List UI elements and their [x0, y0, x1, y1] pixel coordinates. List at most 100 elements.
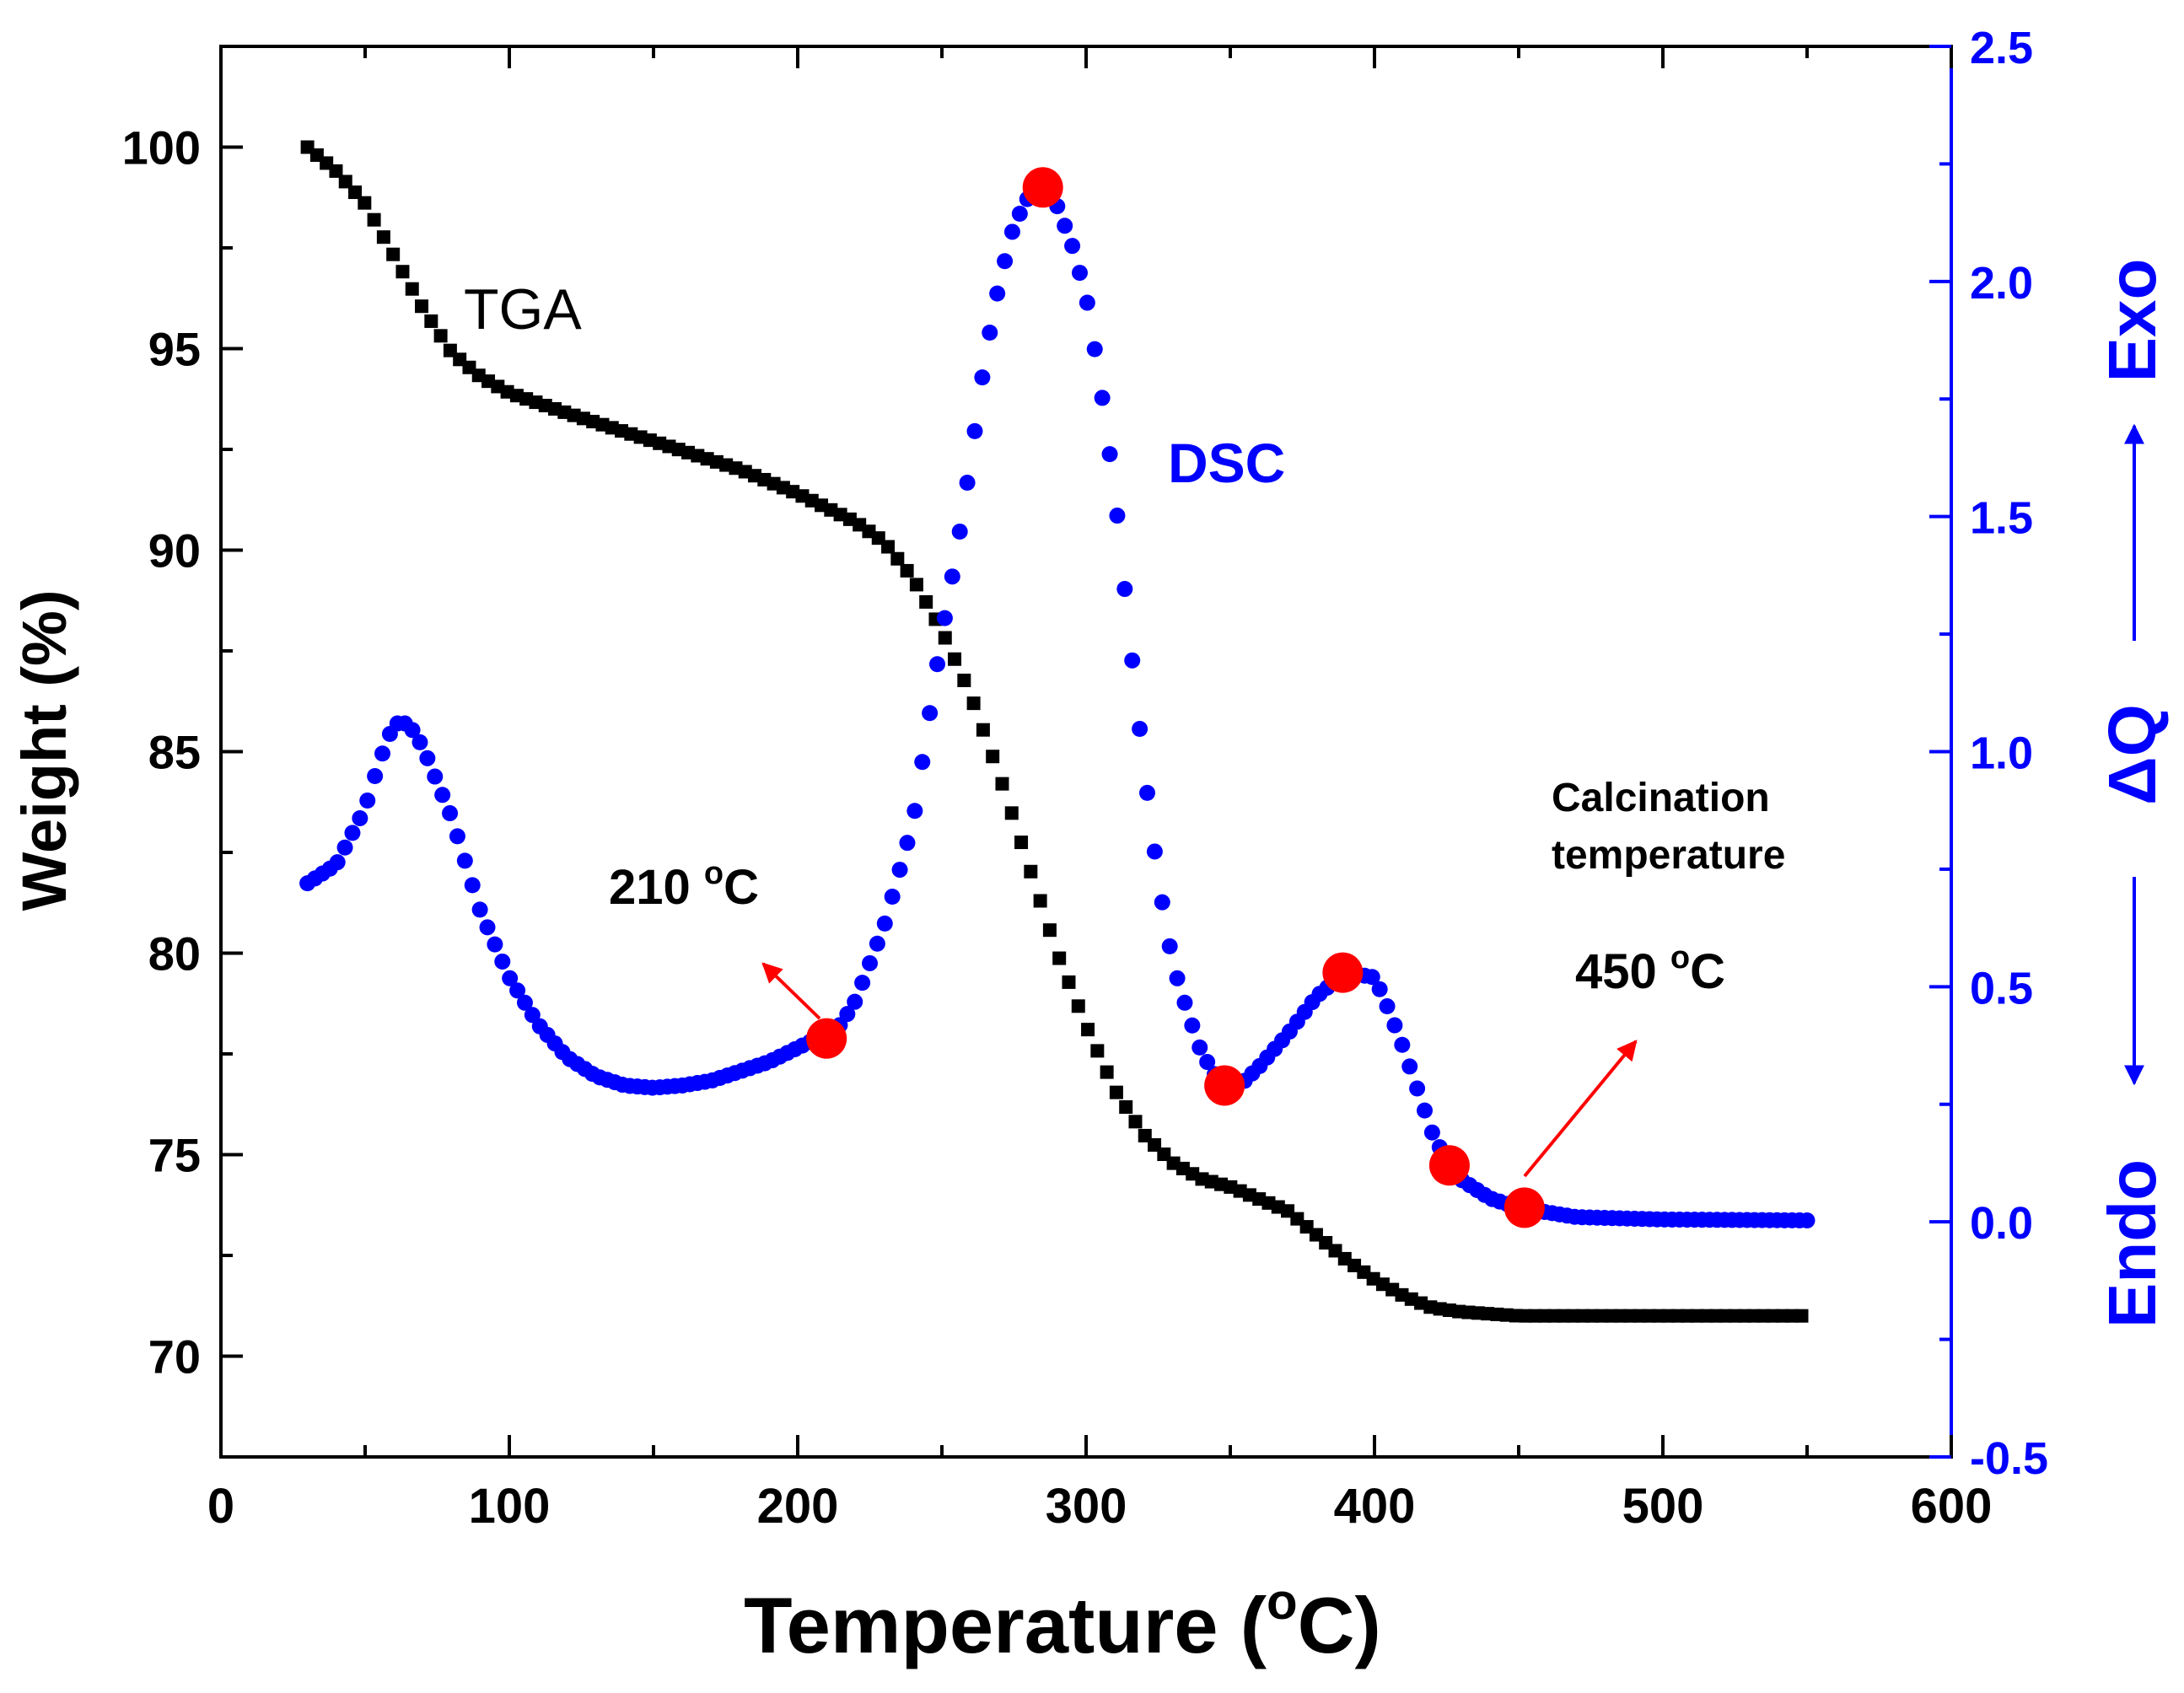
- tga-point: [358, 196, 372, 210]
- y-left-tick-label: 90: [148, 524, 201, 578]
- dsc-point: [427, 768, 444, 785]
- x-axis-label-main: Temperature (: [744, 1581, 1267, 1669]
- x-tick-label: 200: [757, 1479, 839, 1534]
- dsc-point: [997, 253, 1014, 270]
- dsc-point: [839, 1006, 856, 1023]
- highlight-point: [1504, 1187, 1545, 1228]
- tga-point: [1042, 923, 1057, 938]
- y-axis-right-endo: Endo: [2095, 1159, 2170, 1328]
- x-axis-label-degree: o: [1267, 1573, 1298, 1630]
- x-tick-label: 300: [1046, 1479, 1127, 1534]
- dsc-point: [374, 745, 391, 762]
- y-axis-right-exo: Exo: [2095, 259, 2170, 383]
- x-axis-label: Temperature (oC): [744, 1573, 1381, 1669]
- dsc-point: [891, 862, 908, 879]
- dsc-point: [1364, 969, 1380, 986]
- highlight-point: [806, 1018, 847, 1059]
- y-left-tick-label: 70: [148, 1330, 201, 1384]
- dsc-point: [1064, 238, 1081, 255]
- y-right-tick-label: 0.0: [1970, 1198, 2033, 1249]
- dsc-point: [456, 852, 473, 869]
- tga-point: [1033, 894, 1047, 908]
- tga-point: [1119, 1100, 1133, 1115]
- tga-point: [1014, 836, 1029, 850]
- dsc-point: [1199, 1054, 1216, 1071]
- tga-series: [300, 140, 1809, 1323]
- dsc-point: [1417, 1102, 1434, 1119]
- tga-point: [1090, 1044, 1105, 1058]
- dsc-point: [412, 734, 428, 750]
- dsc-point: [854, 975, 871, 992]
- x-tick-label: 100: [469, 1479, 551, 1534]
- tga-point: [367, 212, 381, 227]
- x-tick-label: 400: [1334, 1479, 1416, 1534]
- dsc-point: [1154, 894, 1170, 911]
- dsc-point: [442, 805, 459, 822]
- annotation-450-value: 450: [1575, 944, 1670, 999]
- y-right-tick-label: 1.5: [1970, 493, 2033, 544]
- tga-point: [395, 265, 410, 279]
- dsc-point: [1071, 265, 1088, 282]
- tga-point: [948, 652, 962, 666]
- tga-point: [1004, 806, 1019, 820]
- dsc-point: [1124, 652, 1141, 669]
- dsc-point: [1094, 390, 1111, 406]
- tga-point: [1024, 864, 1038, 879]
- dsc-point: [464, 877, 481, 894]
- dsc-point: [936, 610, 953, 626]
- dsc-point: [1132, 721, 1148, 738]
- annotation-210-value: 210: [609, 860, 704, 915]
- dsc-point: [336, 839, 353, 856]
- dsc-point: [494, 953, 511, 970]
- dsc-point: [899, 835, 916, 852]
- tga-point: [1062, 975, 1076, 989]
- highlight-point: [1322, 952, 1364, 993]
- tga-point: [433, 329, 448, 343]
- dsc-point: [847, 993, 863, 1010]
- dsc-point: [929, 656, 946, 673]
- dsc-point: [1086, 341, 1103, 357]
- y-axis-right-dq: ΔQ: [2095, 704, 2170, 805]
- dsc-point: [951, 524, 968, 540]
- tga-point: [890, 551, 905, 566]
- dsc-point: [1379, 998, 1396, 1015]
- dsc-point: [1101, 446, 1118, 463]
- tga-point: [1081, 1023, 1095, 1037]
- tga-point: [1071, 999, 1085, 1013]
- dsc-point: [524, 1007, 541, 1024]
- dsc-point: [966, 422, 983, 439]
- dsc-point: [471, 901, 488, 918]
- tga-point: [1794, 1309, 1809, 1323]
- dsc-point: [419, 750, 436, 766]
- tga-point: [386, 247, 401, 261]
- y-axis-left-label: Weight (%): [9, 590, 79, 911]
- y-right-tick-label: 2.5: [1970, 23, 2033, 73]
- tga-point: [376, 230, 390, 245]
- dsc-point: [1799, 1212, 1816, 1228]
- dsc-point: [914, 754, 931, 771]
- dsc-point: [959, 475, 976, 492]
- tga-label: TGA: [464, 277, 582, 341]
- calcination-line2: temperature: [1552, 833, 1785, 878]
- dsc-point: [502, 970, 519, 986]
- dsc-point: [922, 705, 939, 722]
- highlight-points: [806, 167, 1545, 1228]
- dsc-point: [449, 828, 465, 845]
- annotation-450: 450 oC: [1575, 940, 1725, 999]
- dsc-point: [1394, 1036, 1411, 1053]
- dsc-point: [344, 825, 361, 841]
- dsc-point: [876, 915, 893, 932]
- dsc-point: [1386, 1017, 1403, 1034]
- annotation-210-degree: o: [704, 856, 724, 891]
- y-left-tick-label: 80: [148, 927, 201, 981]
- tga-point: [338, 175, 352, 189]
- dsc-point: [1184, 1017, 1201, 1034]
- dsc-point: [1057, 218, 1073, 234]
- dsc-point: [974, 369, 991, 386]
- tga-point: [1052, 951, 1067, 965]
- x-tick-label: 0: [207, 1479, 234, 1534]
- dsc-point: [1003, 223, 1020, 240]
- y-left-tick-label: 85: [148, 726, 201, 779]
- dsc-point: [982, 325, 998, 341]
- dsc-point: [1423, 1124, 1440, 1141]
